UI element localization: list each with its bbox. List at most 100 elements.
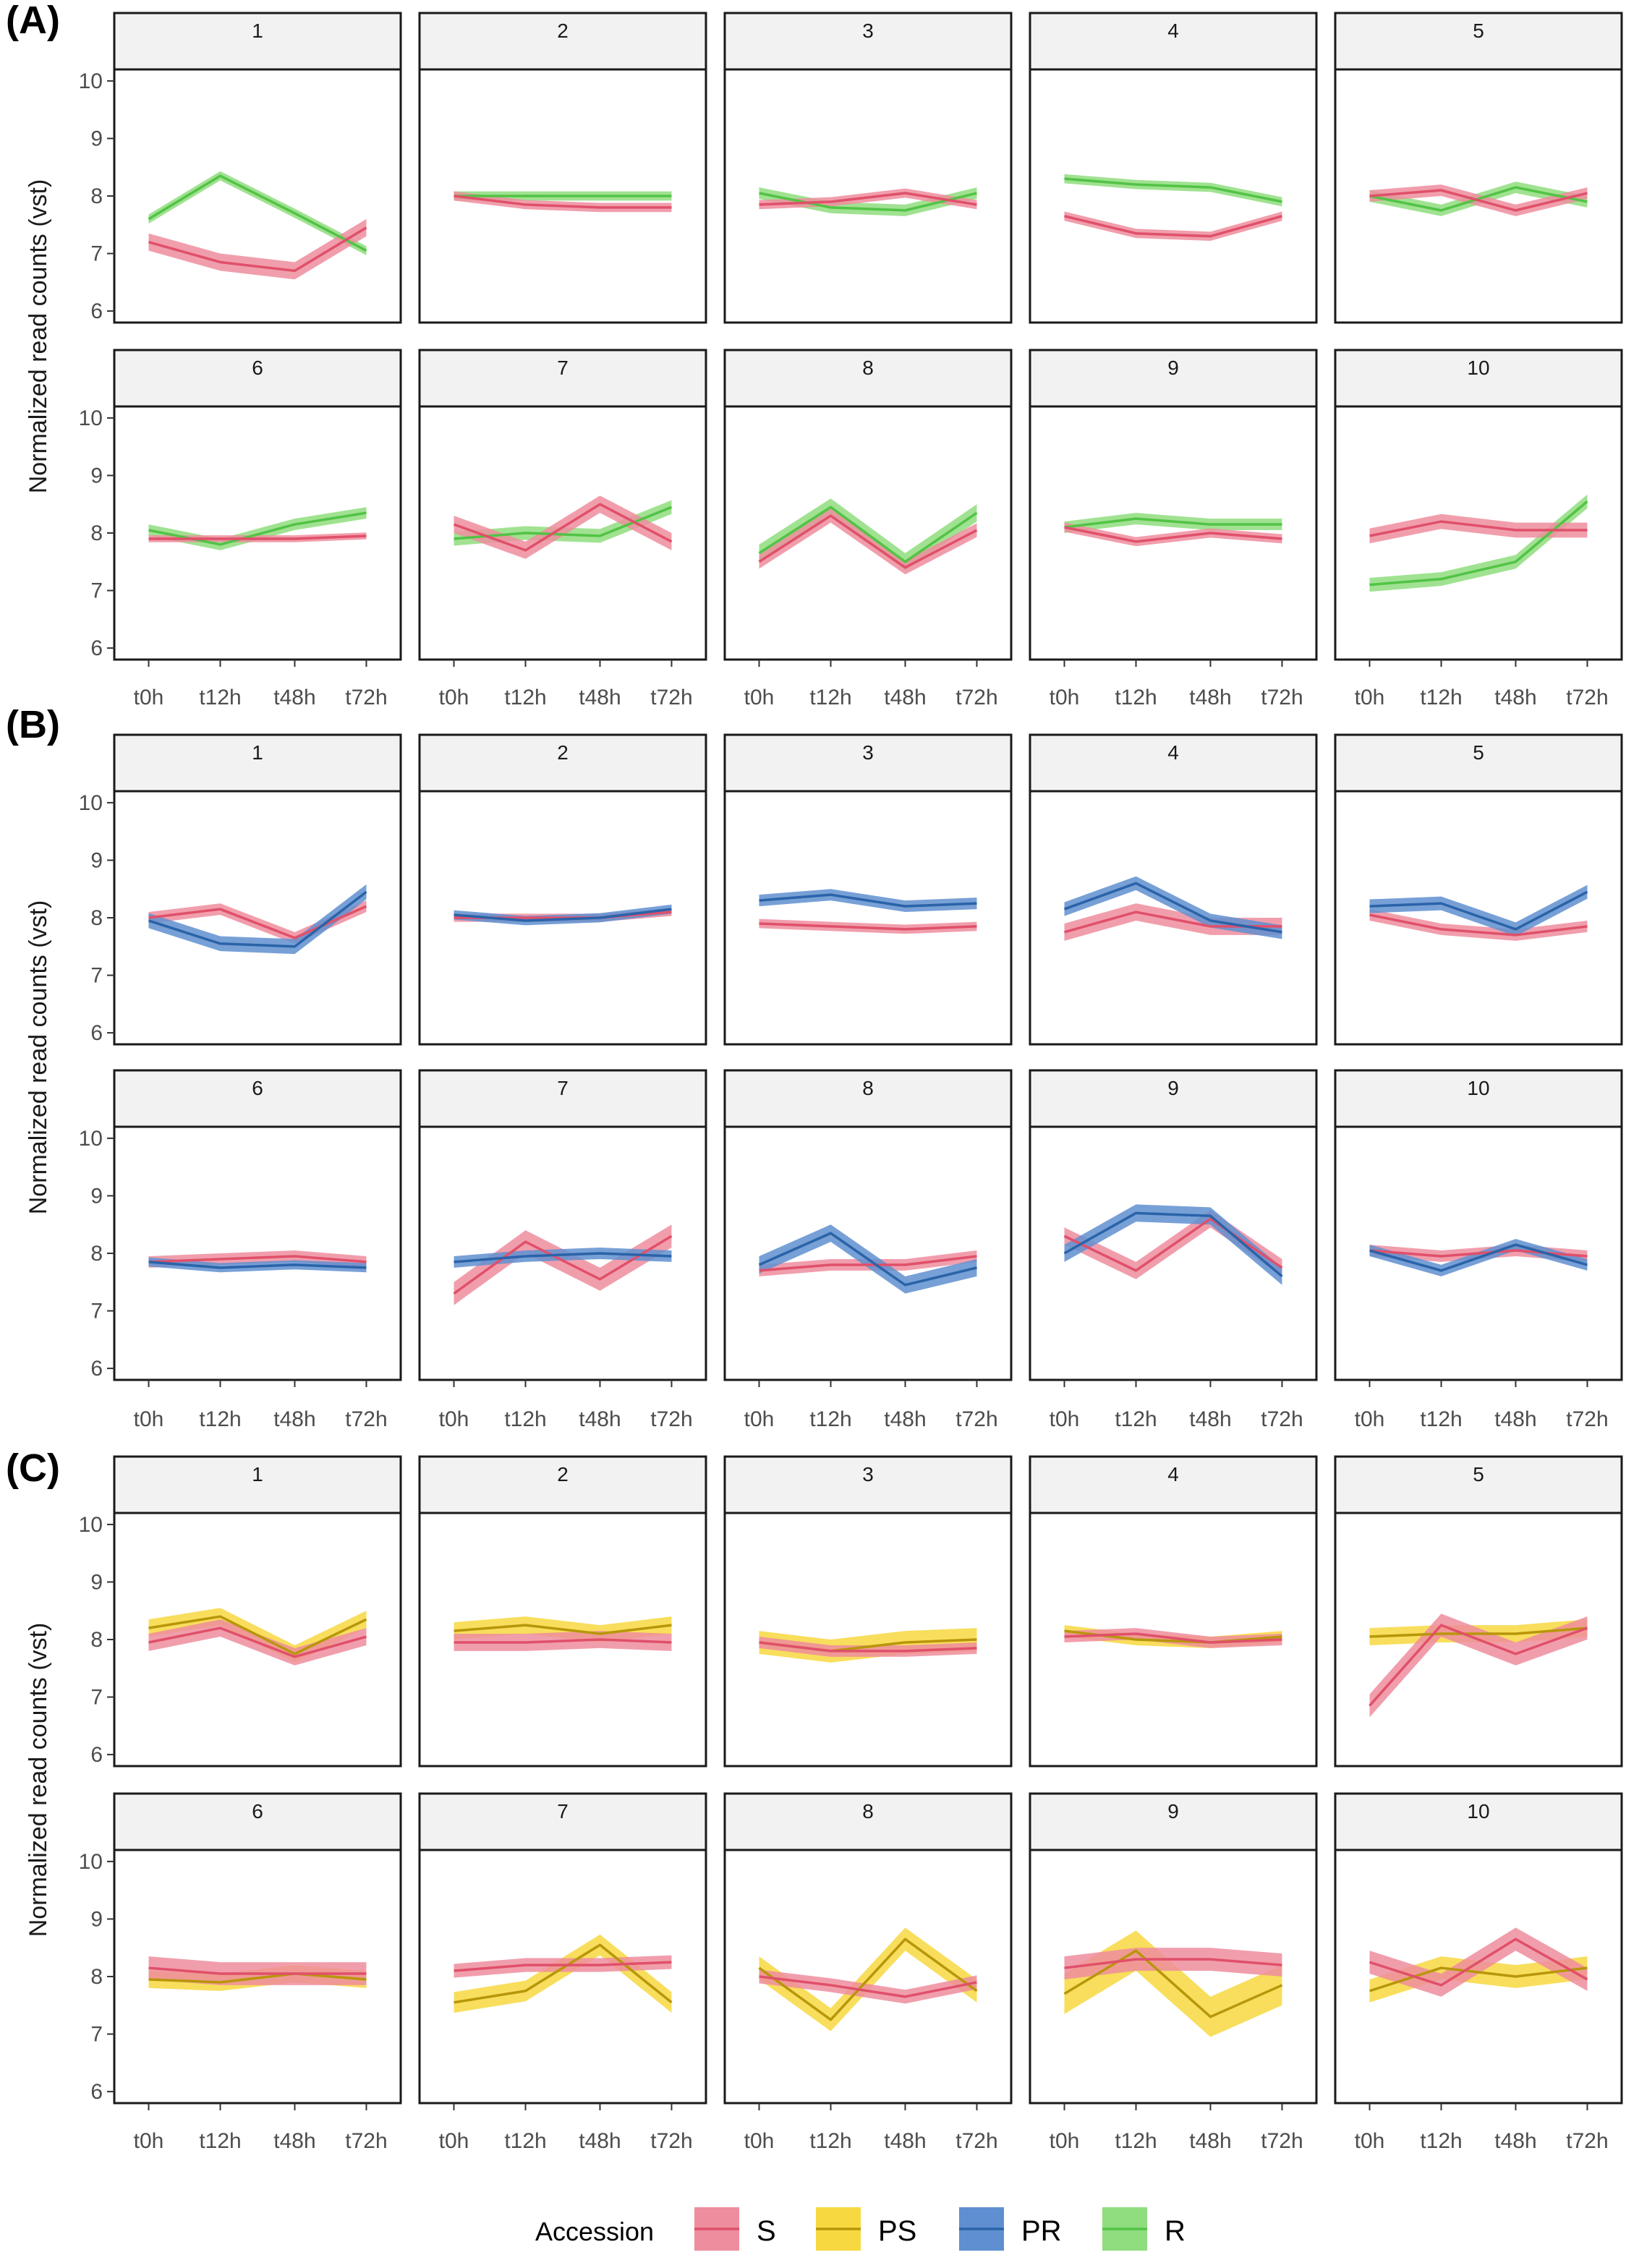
facet-strip-label: 3 — [862, 20, 874, 42]
x-tick-label: t48h — [1189, 686, 1231, 709]
facet-cluster-7: 7 t0h t12h t48h t72h — [418, 349, 707, 709]
y-tick-label: 7 — [90, 1300, 103, 1323]
facet-strip — [723, 733, 1013, 793]
plot-area — [723, 790, 1013, 1046]
x-tick-label: t0h — [134, 1407, 164, 1431]
facet-strip — [1334, 1792, 1623, 1851]
facet-strip-label: 8 — [862, 357, 874, 379]
series-line-S — [759, 1641, 977, 1653]
y-tick-label: 8 — [90, 1965, 103, 1989]
facet-strip-label: 1 — [252, 20, 263, 42]
facet-strip-label: 7 — [557, 1800, 569, 1822]
series-line-R — [1064, 517, 1282, 529]
panel-group-1: (A) Normalized read counts (vst) 1 6 7 8 9 10 2 3… — [6, 0, 1623, 709]
facet-strip — [113, 349, 402, 408]
x-tick-label: t72h — [650, 2129, 692, 2153]
series-line-S — [759, 192, 977, 206]
series-line-S — [1064, 1632, 1282, 1644]
y-tick-label: 7 — [90, 242, 103, 266]
x-tick-label: t0h — [134, 2129, 164, 2153]
ribbon-S — [1369, 513, 1588, 544]
x-tick-label: t72h — [650, 1407, 692, 1431]
series-line-PR — [148, 1261, 367, 1269]
facet-strip-label: 3 — [862, 1463, 874, 1485]
x-tick-label: t12h — [199, 2129, 241, 2153]
series-line-S — [454, 195, 672, 209]
y-tick-label: 7 — [90, 1686, 103, 1710]
series-line-R — [454, 506, 673, 540]
facet-strip-label: 2 — [557, 20, 569, 42]
facet-strip — [418, 1069, 707, 1128]
x-tick-label: t72h — [955, 686, 997, 709]
x-tick-label: t12h — [1115, 1407, 1157, 1431]
legend-label: PS — [878, 2215, 916, 2247]
y-tick-label: 8 — [90, 1242, 103, 1266]
x-tick-label: t12h — [1420, 1407, 1462, 1431]
y-tick-label: 9 — [90, 464, 103, 487]
facet-strip — [1029, 733, 1318, 793]
series-line-S — [1369, 189, 1588, 212]
series-line-PS — [1369, 1627, 1588, 1638]
facet-cluster-3: 3 — [723, 1455, 1013, 1768]
facet-cluster-3: 3 — [723, 12, 1013, 324]
facet-strip-label: 1 — [252, 1463, 263, 1485]
facet-strip — [723, 1455, 1013, 1514]
facet-strip — [1029, 349, 1318, 408]
series-line-S — [1063, 1217, 1283, 1272]
x-tick-label: t72h — [1566, 686, 1608, 709]
x-tick-label: t72h — [1566, 1407, 1608, 1431]
x-tick-label: t12h — [809, 2129, 851, 2153]
facet-strip — [113, 1455, 402, 1514]
series-line-PS — [454, 1943, 673, 2004]
facet-strip-label: 3 — [862, 741, 874, 764]
y-axis-title: Normalized read counts (vst) — [25, 900, 52, 1215]
facet-cluster-8: 8 t0h t12h t48h t72h — [723, 1792, 1013, 2153]
y-tick-label: 6 — [90, 1743, 103, 1767]
facet-strip-label: 8 — [862, 1800, 874, 1822]
series-line-S — [759, 1975, 977, 1998]
ribbon-S — [1064, 211, 1282, 242]
x-tick-label: t48h — [579, 1407, 621, 1431]
series-line-PS — [148, 1615, 367, 1655]
facet-cluster-6: 6 6 7 8 9 10 t0h t12h t48h t72h — [79, 1069, 402, 1431]
facet-cluster-6: 6 6 7 8 9 10 t0h t12h t48h t72h — [79, 349, 402, 709]
facet-cluster-8: 8 t0h t12h t48h t72h — [723, 349, 1013, 709]
facet-strip-label: 5 — [1473, 1463, 1484, 1485]
series-line-S — [148, 1627, 367, 1658]
series-line-S — [453, 1235, 673, 1295]
y-tick-label: 9 — [90, 127, 103, 150]
x-tick-label: t48h — [1494, 2129, 1536, 2153]
y-tick-label: 8 — [90, 1628, 103, 1652]
facet-strip-label: 10 — [1467, 1077, 1489, 1099]
x-tick-label: t72h — [1261, 1407, 1303, 1431]
series-line-R — [759, 192, 977, 212]
x-tick-label: t72h — [345, 2129, 387, 2153]
x-tick-label: t0h — [439, 686, 469, 709]
facet-strip — [1029, 1455, 1318, 1514]
x-tick-label: t72h — [1261, 686, 1303, 709]
ribbon-S — [759, 1969, 977, 2004]
y-tick-label: 10 — [79, 1850, 103, 1874]
facet-strip-label: 6 — [252, 1800, 263, 1822]
ribbon-S — [1369, 1613, 1588, 1718]
facet-cluster-2: 2 — [418, 1455, 707, 1768]
y-tick-label: 7 — [90, 579, 103, 603]
legend-label: PR — [1021, 2215, 1062, 2247]
x-tick-label: t72h — [650, 686, 692, 709]
series-line-R — [148, 511, 367, 546]
ribbon-S — [1064, 1948, 1282, 1979]
series-line-PR — [1369, 890, 1588, 931]
series-line-PR — [1063, 882, 1282, 934]
facet-cluster-9: 9 t0h t12h t48h t72h — [1029, 1069, 1318, 1431]
series-line-R — [1369, 500, 1588, 587]
x-tick-label: t12h — [199, 1407, 241, 1431]
ribbon-S — [1064, 903, 1282, 941]
series-line-R — [1064, 177, 1282, 203]
series-line-S — [1369, 1937, 1588, 1987]
y-tick-label: 9 — [90, 1570, 103, 1594]
facet-cluster-1: 1 6 7 8 9 10 — [79, 1455, 402, 1768]
x-tick-label: t0h — [1355, 686, 1385, 709]
ribbon-PR — [148, 1257, 367, 1273]
ribbon-R — [1064, 513, 1282, 533]
